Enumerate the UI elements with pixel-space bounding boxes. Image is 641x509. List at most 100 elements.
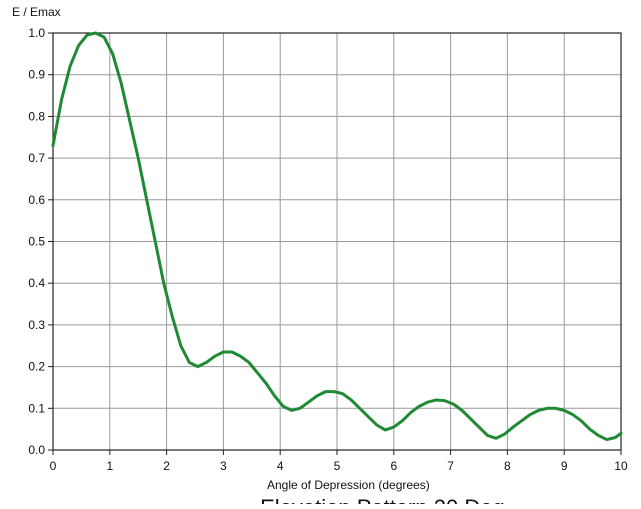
data-point <box>189 362 191 364</box>
grid-layer <box>52 32 622 451</box>
data-point <box>231 351 233 353</box>
data-point <box>333 391 335 393</box>
y-tick-label: 0.8 <box>28 109 45 123</box>
data-point <box>504 433 506 435</box>
data-point <box>342 393 344 395</box>
data-point <box>171 316 173 318</box>
data-point <box>146 199 148 201</box>
data-point <box>78 45 80 47</box>
data-point <box>52 145 54 147</box>
x-tick-label: 2 <box>163 459 170 473</box>
data-point <box>120 82 122 84</box>
data-point <box>282 405 284 407</box>
data-point <box>529 414 531 416</box>
y-tick-label: 0.2 <box>28 360 45 374</box>
data-point <box>521 420 523 422</box>
data-point <box>410 412 412 414</box>
data-point <box>103 36 105 38</box>
data-point <box>589 428 591 430</box>
data-point <box>563 410 565 412</box>
data-point <box>265 382 267 384</box>
y-tick-label: 0.3 <box>28 318 45 332</box>
x-tick-label: 4 <box>277 459 284 473</box>
data-point <box>367 416 369 418</box>
data-point <box>427 401 429 403</box>
data-point <box>248 362 250 364</box>
series-layer <box>51 31 623 442</box>
data-point <box>180 345 182 347</box>
data-point <box>461 410 463 412</box>
data-point <box>214 355 216 357</box>
data-point <box>129 120 131 122</box>
data-point <box>538 410 540 412</box>
data-point <box>206 362 208 364</box>
data-point <box>376 424 378 426</box>
x-tick-label: 8 <box>504 459 511 473</box>
data-point <box>580 420 582 422</box>
data-point <box>223 351 225 353</box>
data-point <box>572 414 574 416</box>
data-point <box>325 391 327 393</box>
data-point <box>384 429 386 431</box>
data-point <box>453 403 455 405</box>
data-point <box>240 355 242 357</box>
data-point <box>470 418 472 420</box>
data-point <box>154 241 156 243</box>
data-point <box>444 400 446 402</box>
data-point <box>615 437 617 439</box>
data-point <box>597 435 599 437</box>
data-point <box>163 282 165 284</box>
data-point <box>257 372 259 374</box>
y-tick-label: 0.4 <box>28 276 45 290</box>
y-tick-label: 1.0 <box>28 26 45 40</box>
data-point <box>402 420 404 422</box>
data-point <box>69 66 71 68</box>
x-axis-title: Angle of Depression (degrees) <box>267 478 430 492</box>
x-tick-label: 1 <box>106 459 113 473</box>
x-tick-label: 3 <box>220 459 227 473</box>
data-point <box>316 395 318 397</box>
label-layer: E / Emax Angle of Depression (degrees) E… <box>12 5 505 509</box>
data-point <box>350 399 352 401</box>
data-point <box>308 401 310 403</box>
y-tick-label: 0.6 <box>28 193 45 207</box>
y-tick-label: 0.1 <box>28 401 45 415</box>
series-line <box>51 31 623 442</box>
y-tick-label: 0.7 <box>28 151 45 165</box>
data-point <box>436 399 438 401</box>
data-point <box>555 408 557 410</box>
data-point <box>419 405 421 407</box>
data-point <box>291 410 293 412</box>
x-tick-label: 5 <box>334 459 341 473</box>
data-point <box>487 435 489 437</box>
data-point <box>197 366 199 368</box>
data-point <box>512 426 514 428</box>
data-point <box>393 426 395 428</box>
x-tick-label: 0 <box>50 459 57 473</box>
caption-text: Elevation Pattern 20 Deg <box>260 495 505 504</box>
data-point <box>61 99 63 101</box>
y-tick-label: 0.0 <box>28 443 45 457</box>
x-tick-label: 6 <box>390 459 397 473</box>
data-point <box>274 395 276 397</box>
data-point <box>95 32 97 34</box>
x-tick-label: 9 <box>561 459 568 473</box>
y-axis-title: E / Emax <box>12 5 61 19</box>
data-point <box>546 408 548 410</box>
data-point <box>299 408 301 410</box>
data-point <box>137 157 139 159</box>
y-tick-label: 0.9 <box>28 68 45 82</box>
data-point <box>495 438 497 440</box>
axis-layer: 0 1 2 3 4 5 6 7 8 9 10 0.0 0.1 0.2 0.3 0.4 0.5 0.6 0.7 0.8 0… <box>28 26 628 473</box>
x-tick-label: 10 <box>614 459 628 473</box>
data-point <box>112 53 114 55</box>
data-point <box>620 433 622 435</box>
data-point <box>478 426 480 428</box>
y-tick-label: 0.5 <box>28 235 45 249</box>
data-point <box>86 34 88 36</box>
data-point <box>606 439 608 441</box>
data-point <box>359 408 361 410</box>
x-tick-label: 7 <box>447 459 454 473</box>
